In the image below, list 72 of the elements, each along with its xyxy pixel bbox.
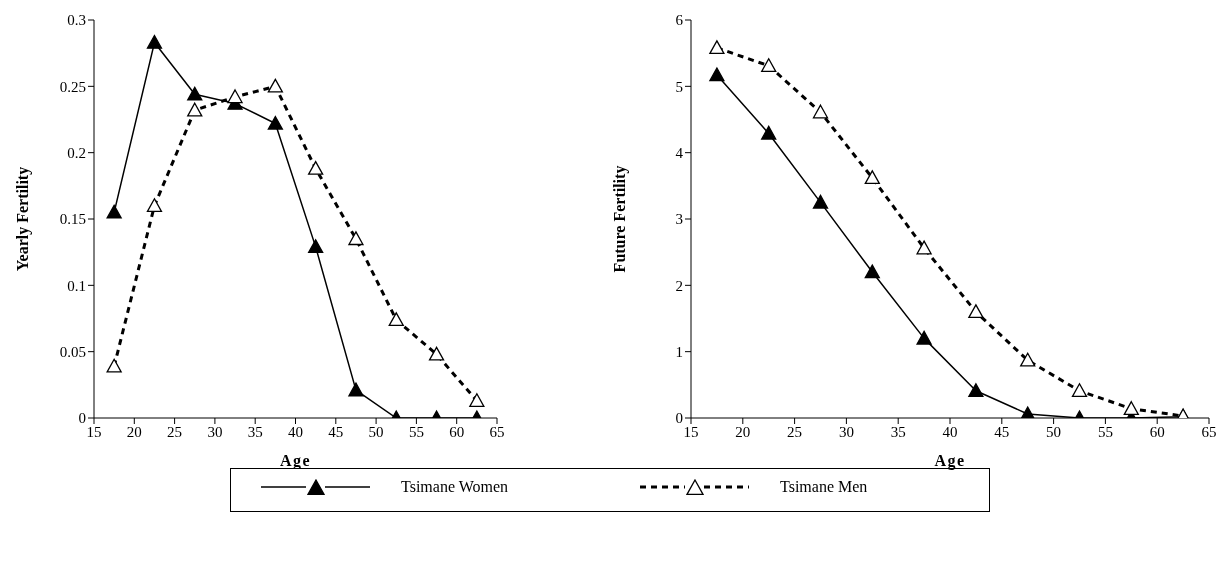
x-tick-label: 15: [86, 423, 102, 440]
point: [709, 67, 725, 82]
point: [761, 58, 777, 73]
x-tick-label: 35: [890, 423, 906, 440]
y-axis-title: Yearly Fertility: [13, 166, 32, 272]
x-tick-label: 60: [449, 423, 465, 440]
y-tick-label: 1: [675, 343, 683, 360]
point: [968, 304, 984, 319]
point: [1020, 352, 1036, 367]
legend-label: Tsimane Women: [401, 478, 509, 496]
point: [709, 40, 725, 55]
point: [916, 330, 932, 345]
point: [308, 239, 324, 254]
point: [308, 160, 324, 175]
point: [146, 198, 163, 212]
x-tick-label: 55: [1097, 423, 1113, 440]
y-tick-label: 0.05: [59, 343, 86, 360]
y-tick-label: 4: [675, 144, 684, 161]
point: [864, 264, 880, 279]
point: [812, 194, 829, 209]
x-tick-label: 65: [489, 423, 505, 440]
x-tick-label: 40: [288, 423, 303, 440]
y-tick-label: 0: [675, 410, 683, 427]
point: [761, 125, 777, 140]
y-axis-title: Future Fertility: [610, 165, 629, 273]
x-tick-label: 25: [787, 423, 803, 440]
x-tick-label: 30: [838, 423, 854, 440]
x-tick-label: 40: [942, 423, 958, 440]
y-tick-label: 2: [675, 277, 683, 294]
point: [968, 383, 984, 398]
x-axis-title: Age: [934, 452, 966, 470]
y-tick-label: 0.3: [67, 12, 86, 29]
y-tick-label: 6: [675, 12, 684, 29]
y-tick-label: 0: [78, 410, 86, 427]
point: [388, 312, 404, 327]
x-tick-label: 60: [1149, 423, 1165, 440]
point: [106, 204, 122, 219]
y-tick-label: 0.1: [67, 277, 86, 294]
point: [227, 89, 243, 104]
y-tick-label: 0.25: [59, 78, 86, 95]
point: [469, 393, 485, 407]
point: [146, 34, 163, 49]
y-tick-label: 3: [675, 211, 683, 228]
point: [106, 358, 122, 373]
y-tick-label: 0.2: [67, 144, 86, 161]
point: [267, 115, 283, 130]
x-tick-label: 45: [328, 423, 344, 440]
point: [348, 382, 364, 397]
x-tick-label: 20: [735, 423, 751, 440]
point: [187, 86, 203, 101]
point: [348, 231, 364, 246]
x-tick-label: 55: [408, 423, 424, 440]
x-tick-label: 35: [247, 423, 263, 440]
x-tick-label: 50: [368, 423, 384, 440]
point: [267, 78, 283, 93]
y-tick-label: 0.15: [59, 211, 86, 228]
point: [812, 104, 829, 119]
x-tick-label: 20: [126, 423, 142, 440]
point: [864, 170, 880, 185]
x-tick-label: 30: [207, 423, 223, 440]
point: [916, 240, 932, 255]
x-tick-label: 15: [683, 423, 699, 440]
point: [1071, 383, 1088, 398]
x-tick-label: 45: [994, 423, 1010, 440]
point: [428, 346, 445, 361]
legend-label: Tsimane Men: [780, 478, 868, 496]
y-tick-label: 5: [675, 78, 683, 95]
x-tick-label: 50: [1046, 423, 1062, 440]
x-tick-label: 25: [167, 423, 183, 440]
point: [1123, 401, 1139, 415]
point: [187, 102, 203, 117]
x-tick-label: 65: [1201, 423, 1217, 440]
